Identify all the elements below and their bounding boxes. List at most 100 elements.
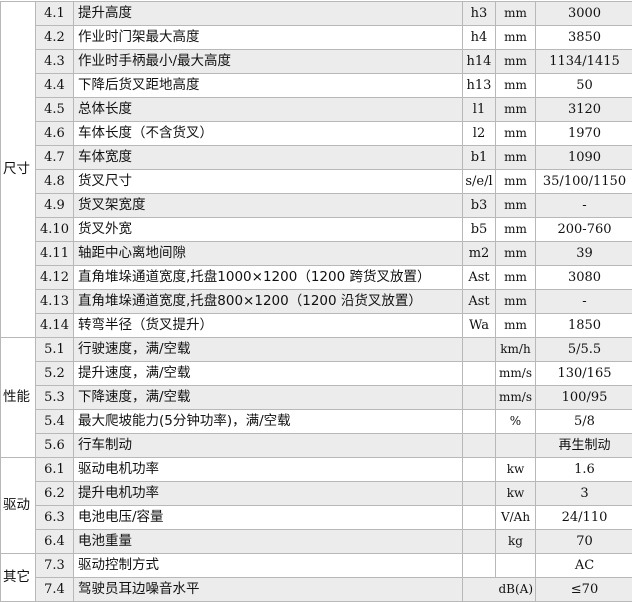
item-unit: mm: [496, 74, 536, 98]
item-symbol: h13: [463, 74, 496, 98]
item-number: 5.3: [36, 386, 74, 410]
item-description: 行驶速度，满/空载: [74, 338, 463, 362]
item-description: 驱动电机功率: [74, 458, 463, 482]
item-unit: V/Ah: [496, 506, 536, 530]
item-number: 4.13: [36, 290, 74, 314]
item-description: 行车制动: [74, 434, 463, 458]
item-symbol: l2: [463, 122, 496, 146]
item-description: 作业时手柄最小/最大高度: [74, 50, 463, 74]
item-description: 车体长度（不含货叉）: [74, 122, 463, 146]
item-value: AC: [536, 554, 632, 578]
item-number: 5.4: [36, 410, 74, 434]
item-symbol: [463, 386, 496, 410]
item-unit: mm: [496, 170, 536, 194]
item-number: 4.9: [36, 194, 74, 218]
item-symbol: [463, 458, 496, 482]
item-symbol: Wa: [463, 314, 496, 338]
item-value: 1.6: [536, 458, 632, 482]
item-description: 作业时门架最大高度: [74, 26, 463, 50]
item-value: 35/100/1150: [536, 170, 632, 194]
item-symbol: [463, 434, 496, 458]
item-symbol: [463, 554, 496, 578]
item-description: 驱动控制方式: [74, 554, 463, 578]
item-symbol: [463, 482, 496, 506]
item-unit: mm: [496, 2, 536, 26]
item-symbol: l1: [463, 98, 496, 122]
item-symbol: b3: [463, 194, 496, 218]
item-description: 货叉尺寸: [74, 170, 463, 194]
item-value: 39: [536, 242, 632, 266]
item-number: 4.10: [36, 218, 74, 242]
item-unit: mm: [496, 290, 536, 314]
item-description: 下降速度，满/空载: [74, 386, 463, 410]
item-description: 转弯半径（货叉提升）: [74, 314, 463, 338]
item-unit: mm: [496, 122, 536, 146]
item-value: 5/5.5: [536, 338, 632, 362]
item-symbol: h14: [463, 50, 496, 74]
item-value: 3000: [536, 2, 632, 26]
item-description: 电池重量: [74, 530, 463, 554]
category-label: 性能: [1, 338, 36, 458]
item-symbol: s/e/l: [463, 170, 496, 194]
item-description: 货叉架宽度: [74, 194, 463, 218]
item-unit: kw: [496, 458, 536, 482]
item-unit: [496, 554, 536, 578]
item-unit: mm: [496, 98, 536, 122]
item-number: 4.14: [36, 314, 74, 338]
item-symbol: [463, 338, 496, 362]
item-unit: mm: [496, 194, 536, 218]
item-description: 车体宽度: [74, 146, 463, 170]
item-number: 4.11: [36, 242, 74, 266]
item-number: 5.6: [36, 434, 74, 458]
item-value: 1850: [536, 314, 632, 338]
item-value: 1134/1415: [536, 50, 632, 74]
item-unit: km/h: [496, 338, 536, 362]
item-description: 轴距中心离地间隙: [74, 242, 463, 266]
item-description: 提升高度: [74, 2, 463, 26]
item-unit: mm: [496, 26, 536, 50]
item-symbol: m2: [463, 242, 496, 266]
item-number: 5.1: [36, 338, 74, 362]
item-number: 7.4: [36, 578, 74, 602]
item-number: 6.4: [36, 530, 74, 554]
item-number: 6.3: [36, 506, 74, 530]
item-value: 100/95: [536, 386, 632, 410]
item-value: 50: [536, 74, 632, 98]
item-value: 1090: [536, 146, 632, 170]
item-description: 最大爬坡能力(5分钟功率)，满/空载: [74, 410, 463, 434]
item-description: 货叉外宽: [74, 218, 463, 242]
item-description: 下降后货叉距地高度: [74, 74, 463, 98]
item-number: 5.2: [36, 362, 74, 386]
item-number: 4.3: [36, 50, 74, 74]
item-value: 130/165: [536, 362, 632, 386]
item-symbol: b5: [463, 218, 496, 242]
category-label: 驱动: [1, 458, 36, 554]
item-description: 电池电压/容量: [74, 506, 463, 530]
item-value: -: [536, 290, 632, 314]
item-value: 3120: [536, 98, 632, 122]
item-unit: kw: [496, 482, 536, 506]
item-value: -: [536, 194, 632, 218]
item-number: 4.1: [36, 2, 74, 26]
item-symbol: [463, 362, 496, 386]
item-value: 70: [536, 530, 632, 554]
item-description: 直角堆垛通道宽度,托盘1000×1200（1200 跨货叉放置）: [74, 266, 463, 290]
